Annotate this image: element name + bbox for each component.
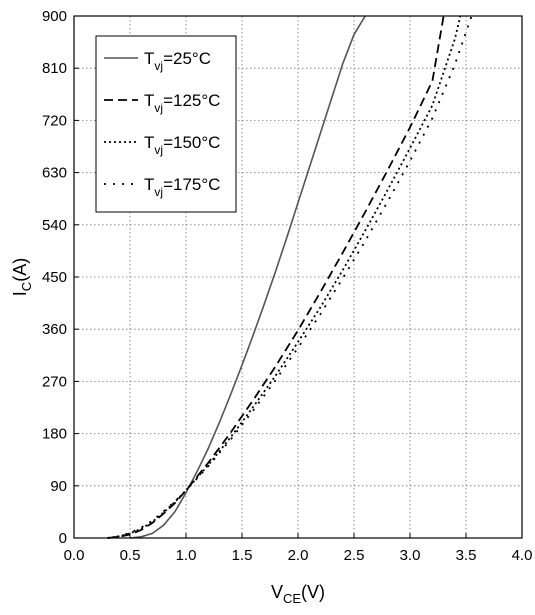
x-axis-label-unit: (V) <box>301 582 325 602</box>
axis-ticks: 0.0 0.5 1.0 1.5 2.0 2.5 3.0 3.5 4.0 0 90 180 270 360 4… <box>42 8 532 564</box>
x-tick-label: 0.0 <box>64 547 85 564</box>
y-axis-label-main: I <box>10 291 30 296</box>
y-axis-label: IC(A) <box>10 258 34 296</box>
grid <box>74 16 522 538</box>
series-line-1 <box>129 15 366 539</box>
y-tick-label: 540 <box>42 217 67 234</box>
x-tick-label: 2.5 <box>344 547 365 564</box>
y-tick-label: 900 <box>42 8 67 25</box>
x-tick-label: 3.5 <box>456 547 477 564</box>
y-tick-label: 90 <box>50 478 67 495</box>
y-tick-label: 720 <box>42 112 67 129</box>
x-tick-label: 1.0 <box>176 547 197 564</box>
series-line-4 <box>107 15 473 539</box>
y-axis-label-sub: C <box>19 282 34 291</box>
x-axis-label: VCE(V) <box>271 582 325 606</box>
y-axis-label-unit: (A) <box>10 258 30 282</box>
series-line-2 <box>107 15 445 539</box>
legend-label: Tvj=150°C <box>144 133 220 157</box>
x-axis-label-main: V <box>271 582 283 602</box>
legend-label: Tvj=175°C <box>144 175 220 199</box>
x-tick-label: 1.5 <box>232 547 253 564</box>
y-tick-label: 450 <box>42 269 67 286</box>
y-tick-label: 630 <box>42 165 67 182</box>
x-tick-label: 3.0 <box>400 547 421 564</box>
y-tick-label: 0 <box>59 530 67 547</box>
legend-label: Tvj=25°C <box>144 49 211 73</box>
series-lines <box>107 15 473 539</box>
y-tick-label: 180 <box>42 426 67 443</box>
x-axis-label-sub: CE <box>283 591 301 606</box>
legend-label: Tvj=125°C <box>144 91 220 115</box>
y-tick-label: 360 <box>42 321 67 338</box>
x-tick-label: 0.5 <box>120 547 141 564</box>
y-tick-label: 270 <box>42 373 67 390</box>
legend-box <box>95 35 237 213</box>
legend: Tvj=25°C Tvj=125°C Tvj=150°C Tvj=175°C <box>95 35 237 213</box>
series-line-3 <box>107 15 462 539</box>
x-tick-label: 4.0 <box>512 547 533 564</box>
x-tick-label: 2.0 <box>288 547 309 564</box>
y-tick-label: 810 <box>42 60 67 77</box>
